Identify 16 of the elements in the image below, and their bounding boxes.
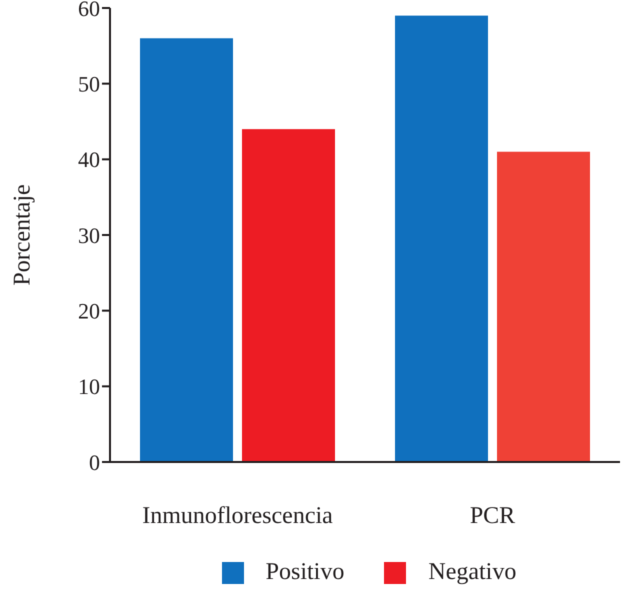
x-tick-label: PCR — [470, 503, 516, 530]
y-tick-label: 60 — [78, 0, 100, 21]
y-axis-title: Porcentaje — [10, 184, 36, 286]
y-tick-label: 30 — [78, 222, 100, 248]
bar — [395, 16, 488, 462]
bar — [242, 129, 335, 462]
y-tick-label: 50 — [78, 71, 100, 96]
x-tick-label: Inmunoflorescencia — [142, 503, 334, 530]
y-tick-label: 20 — [78, 298, 100, 324]
y-tick-label: 0 — [89, 450, 100, 475]
y-tick-label: 40 — [78, 147, 100, 172]
y-tick-label: 10 — [78, 374, 100, 400]
legend-label: Negativo — [428, 559, 516, 585]
bar — [497, 152, 590, 462]
legend-label: Positivo — [266, 559, 344, 585]
bar — [140, 38, 233, 462]
